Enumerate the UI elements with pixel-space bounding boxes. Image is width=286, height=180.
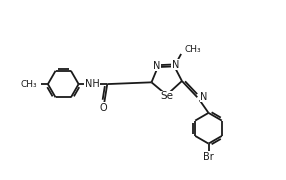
Text: CH₃: CH₃ xyxy=(21,80,37,89)
Text: N: N xyxy=(153,61,160,71)
Text: Se: Se xyxy=(161,91,174,101)
Text: O: O xyxy=(100,103,108,113)
Text: Br: Br xyxy=(203,152,214,162)
Text: CH₃: CH₃ xyxy=(185,45,202,54)
Text: N: N xyxy=(200,92,208,102)
Text: N: N xyxy=(172,60,179,70)
Text: NH: NH xyxy=(85,79,99,89)
